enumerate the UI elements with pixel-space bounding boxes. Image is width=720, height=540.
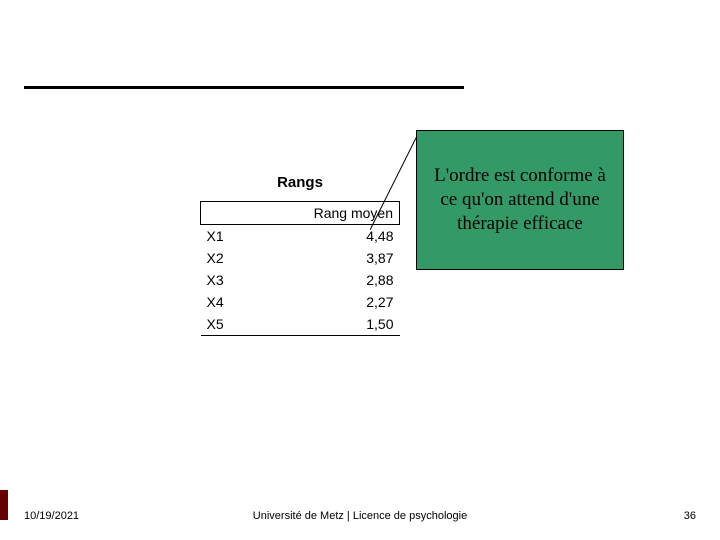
table-cell-value: 2,88: [248, 269, 399, 291]
table-row: X2 3,87: [201, 247, 400, 269]
table-cell-label: X5: [201, 313, 249, 336]
ranks-table-title: Rangs: [200, 170, 400, 201]
ranks-table: Rang moyen X1 4,48 X2 3,87 X3 2,88 X4: [200, 201, 400, 336]
table-row: X3 2,88: [201, 269, 400, 291]
table-row: X5 1,50: [201, 313, 400, 336]
table-row: X1 4,48: [201, 225, 400, 248]
table-cell-value: 4,48: [248, 225, 399, 248]
table-row: X4 2,27: [201, 291, 400, 313]
slide: Rangs Rang moyen X1 4,48 X2 3,87 X3: [0, 0, 720, 540]
footer-page-number: 36: [684, 510, 696, 522]
table-cell-label: X1: [201, 225, 249, 248]
table-cell-label: X2: [201, 247, 249, 269]
table-cell-label: X4: [201, 291, 249, 313]
table-cell-value: 3,87: [248, 247, 399, 269]
table-cell-value: 2,27: [248, 291, 399, 313]
footer-attribution: Université de Metz | Licence de psycholo…: [0, 510, 720, 522]
table-header-row: Rang moyen: [201, 202, 400, 225]
table-cell-value: 1,50: [248, 313, 399, 336]
title-divider: [24, 86, 464, 89]
table-header-rang-moyen: Rang moyen: [248, 202, 399, 225]
callout-text: L'ordre est conforme à ce qu'on attend d…: [425, 164, 615, 235]
ranks-table-container: Rangs Rang moyen X1 4,48 X2 3,87 X3: [200, 170, 400, 336]
table-cell-label: X3: [201, 269, 249, 291]
callout-box: L'ordre est conforme à ce qu'on attend d…: [416, 130, 624, 270]
table-header-empty: [201, 202, 249, 225]
